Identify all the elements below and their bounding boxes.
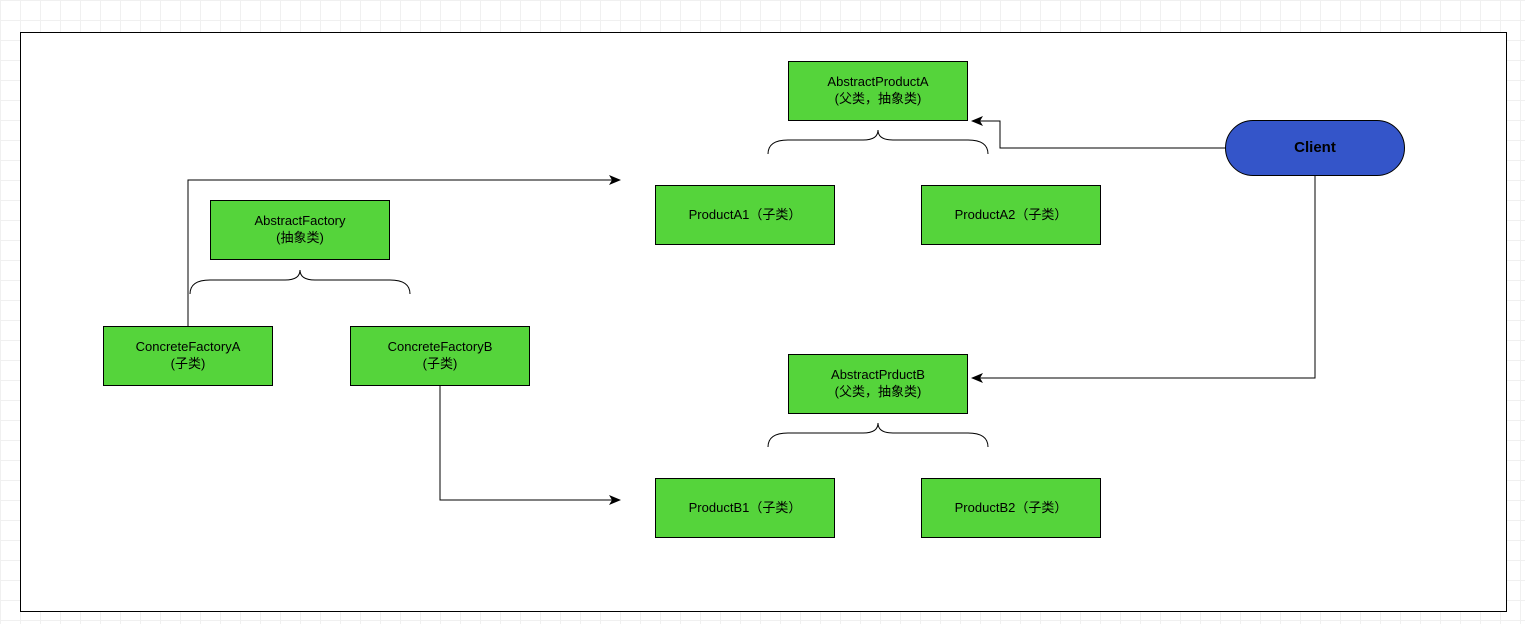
node-label-line2: (父类，抽象类) <box>835 384 922 401</box>
node-label-line2: (抽象类) <box>276 230 324 247</box>
node-label-line1: ConcreteFactoryA <box>136 339 241 356</box>
node-label-line2: (子类) <box>423 356 458 373</box>
node-concreteFactoryB: ConcreteFactoryB(子类) <box>350 326 530 386</box>
node-label-line1: AbstractPrductB <box>831 367 925 384</box>
node-label-line1: ConcreteFactoryB <box>388 339 493 356</box>
node-productB1: ProductB1（子类） <box>655 478 835 538</box>
node-label-line1: ProductA1（子类） <box>689 207 802 224</box>
node-abstractProductB: AbstractPrductB(父类，抽象类) <box>788 354 968 414</box>
node-productA2: ProductA2（子类） <box>921 185 1101 245</box>
node-label-line2: (子类) <box>171 356 206 373</box>
node-concreteFactoryA: ConcreteFactoryA(子类) <box>103 326 273 386</box>
node-label-line1: ProductA2（子类） <box>955 207 1068 224</box>
node-label-line1: ProductB2（子类） <box>955 500 1068 517</box>
node-productB2: ProductB2（子类） <box>921 478 1101 538</box>
node-label-line1: Client <box>1294 138 1336 158</box>
node-client: Client <box>1225 120 1405 176</box>
node-label-line2: (父类，抽象类) <box>835 91 922 108</box>
node-abstractProductA: AbstractProductA(父类，抽象类) <box>788 61 968 121</box>
node-label-line1: AbstractProductA <box>827 74 928 91</box>
node-label-line1: AbstractFactory <box>254 213 345 230</box>
node-productA1: ProductA1（子类） <box>655 185 835 245</box>
node-abstractFactory: AbstractFactory(抽象类) <box>210 200 390 260</box>
node-label-line1: ProductB1（子类） <box>689 500 802 517</box>
